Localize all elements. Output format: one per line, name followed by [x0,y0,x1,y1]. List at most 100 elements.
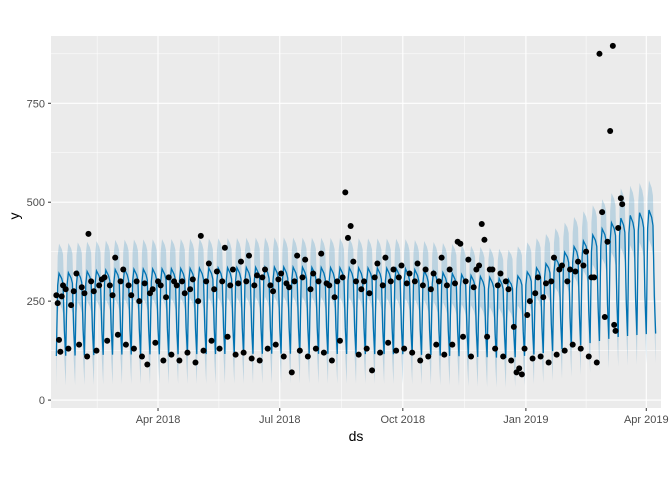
observed-point [78,284,85,291]
observed-point [470,284,477,291]
observed-point [62,286,69,293]
observed-point [430,270,437,277]
observed-point [195,298,202,305]
observed-point [56,336,63,343]
observed-point [130,345,137,352]
observed-point [390,266,397,273]
x-axis-title: ds [349,428,364,444]
observed-point [280,353,287,360]
observed-point [112,254,119,261]
observed-point [596,50,603,57]
observed-point [149,286,156,293]
observed-point [385,339,392,346]
observed-point [73,270,80,277]
observed-point [615,224,622,231]
observed-point [176,357,183,364]
observed-point [138,353,145,360]
observed-point [526,298,533,305]
observed-point [165,274,172,281]
observed-point [68,302,75,309]
observed-point [334,278,341,285]
observed-point [500,353,507,360]
observed-point [272,341,279,348]
observed-point [326,282,333,289]
observed-point [109,292,116,299]
observed-point [339,274,346,281]
observed-point [492,345,499,352]
observed-point [604,238,611,245]
observed-point [291,278,298,285]
observed-point [476,262,483,269]
observed-point [377,349,384,356]
observed-point [451,280,458,287]
observed-point [248,355,255,362]
observed-point [532,290,539,297]
observed-point [227,282,234,289]
observed-point [85,230,92,237]
observed-point [425,353,432,360]
observed-point [484,333,491,340]
observed-point [58,293,65,300]
observed-point [224,333,231,340]
observed-point [409,349,416,356]
y-axis-ticks: 0 250 500 750 [27,98,51,407]
observed-point [117,278,124,285]
observed-point [235,280,242,287]
observed-point [208,337,215,344]
observed-point [136,298,143,305]
observed-point [612,327,619,334]
observed-point [144,361,151,368]
observed-point [318,250,325,257]
y-tick-label: 0 [39,395,45,407]
observed-point [160,357,167,364]
observed-point [559,262,566,269]
observed-point [569,341,576,348]
observed-point [240,349,247,356]
observed-point [350,258,357,265]
observed-point [307,286,314,293]
observed-point [379,282,386,289]
x-tick-label: Jul 2018 [259,414,301,426]
observed-point [516,365,523,372]
observed-point [382,254,389,261]
observed-point [460,333,467,340]
observed-point [312,345,319,352]
observed-point [344,234,351,241]
observed-point [567,266,574,273]
observed-point [294,252,301,259]
observed-point [197,232,204,239]
observed-point [328,357,335,364]
observed-point [81,290,88,297]
observed-point [101,274,108,281]
observed-point [548,278,555,285]
observed-point [125,282,132,289]
y-tick-label: 500 [27,197,45,209]
observed-point [393,347,400,354]
observed-point [120,266,127,273]
observed-point [403,280,410,287]
observed-point [229,266,236,273]
observed-point [262,266,269,273]
observed-point [259,274,266,281]
observed-point [288,369,295,376]
observed-point [76,341,83,348]
observed-point [275,276,282,283]
observed-point [577,345,584,352]
observed-point [465,256,472,263]
observed-point [278,270,285,277]
observed-point [211,286,218,293]
observed-point [237,258,244,265]
observed-point [518,371,525,378]
observed-point [611,321,618,328]
observed-point [502,278,509,285]
observed-point [575,258,582,265]
observed-point [601,313,608,320]
observed-point [251,282,258,289]
observed-point [267,282,274,289]
observed-point [524,312,531,318]
observed-point [550,254,557,261]
observed-point [315,278,322,285]
observed-point [542,280,549,287]
observed-point [184,349,191,356]
